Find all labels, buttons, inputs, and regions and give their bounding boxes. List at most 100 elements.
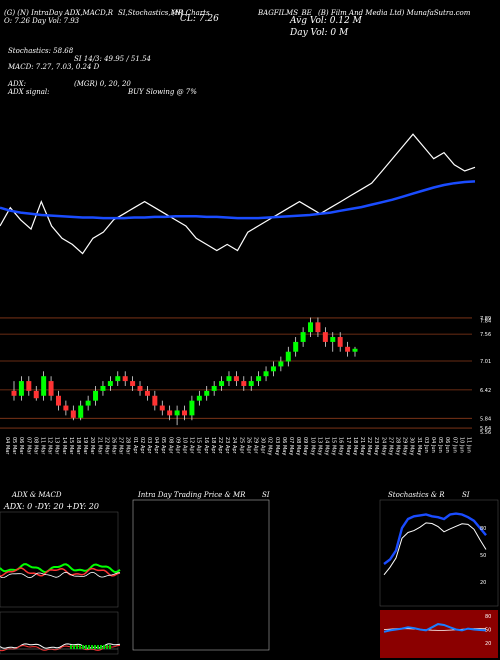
- stoch-level-label: 50: [480, 553, 486, 559]
- candle-body: [330, 337, 336, 342]
- candle-body: [219, 381, 225, 386]
- date-tick-label: 26 Mar: [111, 437, 117, 455]
- date-tick-label: 12 Mar: [47, 437, 53, 455]
- date-tick-label: 14 Mar: [61, 437, 67, 455]
- date-tick-label: 23 May: [373, 437, 379, 455]
- date-tick-label: 10 May: [309, 437, 315, 455]
- candle-body: [41, 376, 47, 396]
- candle-body: [152, 395, 158, 406]
- date-tick-label: 01 Apr: [132, 437, 138, 455]
- candle-body: [93, 390, 99, 401]
- moving-average-line: [0, 180, 476, 220]
- candle-body: [241, 381, 247, 386]
- price-level-label: 5.64: [480, 426, 491, 432]
- date-tick-label: 17 May: [345, 437, 351, 455]
- macd-histogram-bar: [94, 645, 96, 649]
- date-tick-label: 20 Mar: [89, 437, 95, 455]
- date-tick-label: 25 Apr: [238, 437, 244, 455]
- intraday-panel: [132, 499, 270, 651]
- macd-histogram-bar: [91, 645, 93, 649]
- price-level-label: 7.56: [480, 332, 491, 338]
- candle-body: [26, 381, 32, 391]
- candle-body: [315, 322, 321, 333]
- candle-body: [211, 385, 217, 391]
- date-tick-label: 31 May: [416, 437, 422, 455]
- date-tick-label: 04 Apr: [153, 437, 159, 455]
- price-level-label: 7.84: [480, 318, 491, 324]
- adx-label: ADX:: [8, 80, 27, 88]
- date-tick-label: 06 May: [281, 437, 287, 455]
- stoch-level-label: 20: [480, 580, 486, 586]
- macd-histogram-bar: [82, 645, 84, 649]
- macd-histogram-bar: [85, 645, 87, 649]
- date-tick-label: 09 May: [302, 437, 308, 455]
- candle-body: [233, 376, 239, 382]
- price-level-label: 7.01: [480, 359, 491, 365]
- candle-body: [85, 400, 91, 406]
- date-tick-label: 02 May: [267, 437, 273, 455]
- candle-body: [33, 390, 39, 399]
- date-tick-label: 22 Apr: [217, 437, 223, 455]
- candle-body: [285, 351, 291, 362]
- date-tick-label: 30 Apr: [260, 437, 266, 455]
- macd-histogram-bar: [88, 645, 90, 649]
- candle-body: [18, 381, 24, 396]
- symbol: BAGFILMS_BE: [258, 9, 312, 17]
- date-tick-label: 26 Apr: [245, 437, 251, 455]
- adx-panel-title: ADX & MACD: [12, 491, 62, 499]
- adx-signal-label: ADX signal:: [8, 88, 50, 96]
- date-tick-label: 16 May: [338, 437, 344, 455]
- rsi-level-label: 20: [485, 641, 491, 647]
- macd-histogram-bar: [106, 645, 108, 649]
- date-line: O: 7.26 Day Vol: 7.93: [4, 17, 80, 25]
- date-tick-label: 07 Mar: [25, 437, 31, 455]
- stoch-si: SI: [462, 491, 470, 499]
- stoch-panel-title: Stochastics & R: [388, 491, 445, 499]
- candle-body: [322, 332, 328, 342]
- candle-body: [115, 376, 121, 382]
- candle-body: [144, 390, 150, 396]
- date-tick-label: 27 May: [387, 437, 393, 455]
- candle-body: [204, 390, 210, 396]
- date-tick-label: 03 Jun: [423, 437, 429, 453]
- date-tick-label: 22 Mar: [103, 437, 109, 455]
- date-tick-label: 23 Apr: [224, 437, 230, 455]
- candle-body: [100, 385, 106, 391]
- price-level-label: 5.56: [480, 430, 491, 436]
- date-tick-label: 08 May: [295, 437, 301, 455]
- ticker-info-2: SI,Stochastics,MR: [118, 9, 184, 17]
- rsi-level-label: 50: [485, 628, 491, 634]
- date-tick-label: 05 Mar: [11, 437, 17, 455]
- macd-value: MACD: 7.27, 7.03, 0.24 D: [8, 63, 100, 71]
- candle-body: [159, 405, 165, 411]
- date-tick-label: 29 Apr: [253, 437, 259, 455]
- intraday-si: SI: [262, 491, 270, 499]
- date-tick-label: 29 May: [402, 437, 408, 455]
- candle-body: [308, 322, 314, 333]
- date-tick-label: 05 Apr: [160, 437, 166, 455]
- company: (B) Film And Media Ltd) MunafaSutra.com: [318, 9, 471, 17]
- candle-body: [345, 346, 351, 352]
- macd-histogram-bar: [79, 645, 81, 649]
- stochastics-value: Stochastics: 58.68: [8, 47, 74, 55]
- date-tick-label: 03 Apr: [146, 437, 152, 455]
- date-tick-label: 13 Mar: [54, 437, 60, 455]
- date-tick-label: 04 Mar: [4, 437, 10, 455]
- date-tick-label: 07 May: [288, 437, 294, 455]
- date-tick-label: 28 May: [395, 437, 401, 455]
- candle-body: [278, 361, 284, 367]
- macd-histogram-bar: [103, 645, 105, 649]
- ticker-info: (G) (N) IntraDay ADX,MACD,R: [4, 9, 113, 17]
- minus-di-line: [0, 567, 121, 577]
- candle-body: [248, 381, 254, 386]
- date-tick-label: 30 May: [409, 437, 415, 455]
- avg-volume: Avg Vol: 0.12 M: [290, 16, 362, 26]
- candle-body: [137, 385, 143, 391]
- adx-panel: [0, 511, 119, 608]
- stochastic-d-line: [383, 522, 487, 576]
- macd-signal-line: [0, 645, 120, 652]
- date-tick-label: 28 Mar: [125, 437, 131, 455]
- macd-histogram-bar: [100, 645, 102, 649]
- candle-body: [78, 405, 84, 418]
- date-tick-label: 11 Mar: [40, 437, 46, 455]
